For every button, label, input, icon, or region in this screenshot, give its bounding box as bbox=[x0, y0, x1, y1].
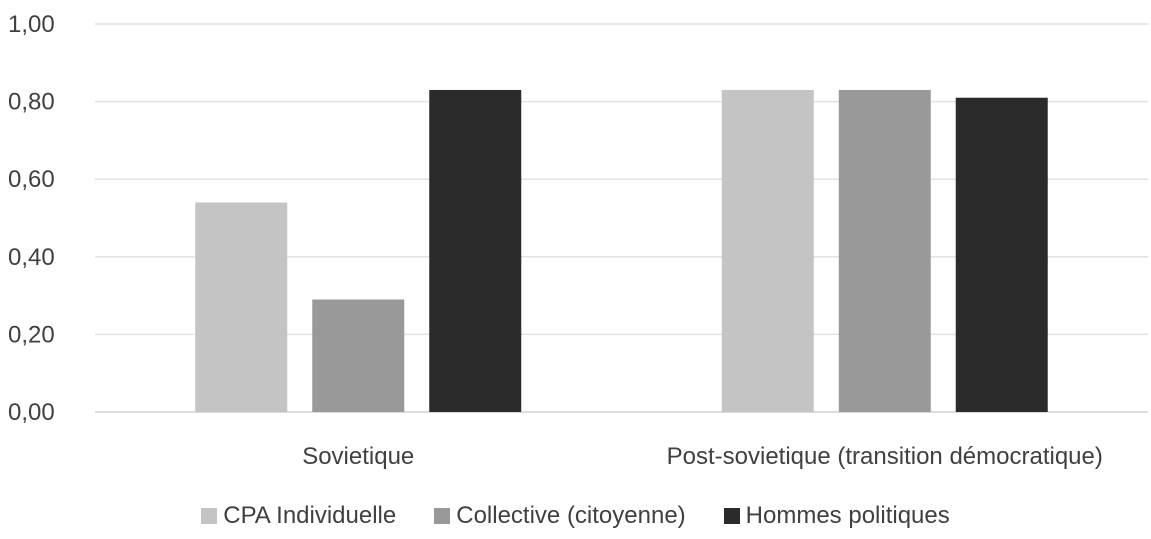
bar bbox=[721, 89, 814, 413]
bar bbox=[955, 97, 1048, 412]
legend-swatch bbox=[723, 508, 740, 524]
y-tick-label: 1,00 bbox=[8, 11, 55, 38]
x-category-label: Sovietique bbox=[302, 443, 414, 470]
legend-swatch bbox=[201, 508, 218, 524]
y-axis-tick-labels: 0,00 0,20 0,40 0,60 0,80 1,00 bbox=[8, 11, 55, 426]
y-tick-label: 0,60 bbox=[8, 166, 55, 193]
chart-canvas: 0,00 0,20 0,40 0,60 0,80 1,00 Sovietique Post-… bbox=[8, 11, 1148, 470]
chart-legend: CPA Individuelle Collective (citoyenne) Ho… bbox=[0, 502, 1151, 530]
y-tick-label: 0,20 bbox=[8, 321, 55, 348]
bar bbox=[312, 299, 405, 412]
legend-item: Collective (citoyenne) bbox=[434, 502, 686, 530]
legend-item: Hommes politiques bbox=[723, 502, 950, 530]
x-axis-category-labels: Sovietique Post-sovietique (transition dé… bbox=[302, 443, 1103, 470]
legend-item: CPA Individuelle bbox=[201, 502, 396, 530]
y-tick-label: 0,00 bbox=[8, 399, 55, 426]
legend-swatch bbox=[434, 508, 451, 524]
bars bbox=[195, 89, 1048, 413]
bar bbox=[195, 202, 288, 412]
bar bbox=[429, 89, 522, 413]
legend-label: CPA Individuelle bbox=[223, 502, 397, 529]
y-tick-label: 0,80 bbox=[8, 89, 55, 116]
legend-label: Hommes politiques bbox=[745, 502, 950, 529]
y-tick-label: 0,40 bbox=[8, 244, 55, 271]
x-category-label: Post-sovietique (transition démocratique… bbox=[667, 443, 1103, 470]
legend-label: Collective (citoyenne) bbox=[456, 502, 686, 529]
bar bbox=[838, 89, 931, 413]
